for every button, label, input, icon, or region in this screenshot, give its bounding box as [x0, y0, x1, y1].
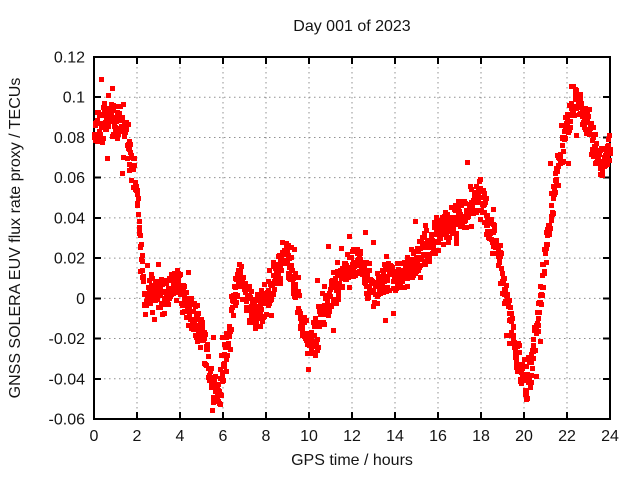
svg-text:20: 20 — [515, 428, 533, 445]
svg-text:0.04: 0.04 — [54, 210, 85, 227]
svg-text:-0.06: -0.06 — [49, 412, 86, 429]
svg-text:22: 22 — [558, 428, 576, 445]
chart-title: Day 001 of 2023 — [293, 18, 411, 35]
svg-text:10: 10 — [300, 428, 318, 445]
svg-text:24: 24 — [601, 428, 619, 445]
svg-text:0: 0 — [90, 428, 99, 445]
svg-text:16: 16 — [429, 428, 447, 445]
svg-text:14: 14 — [386, 428, 404, 445]
svg-text:8: 8 — [262, 428, 271, 445]
svg-text:0.06: 0.06 — [54, 170, 85, 187]
svg-text:-0.04: -0.04 — [49, 371, 86, 388]
svg-text:0.1: 0.1 — [63, 90, 85, 107]
svg-text:0.12: 0.12 — [54, 50, 85, 67]
svg-text:18: 18 — [472, 428, 490, 445]
svg-text:0.02: 0.02 — [54, 251, 85, 268]
svg-text:2: 2 — [133, 428, 142, 445]
data-points — [92, 77, 613, 413]
svg-text:0: 0 — [76, 291, 85, 308]
svg-text:12: 12 — [343, 428, 361, 445]
tick-labels: 0 2 4 6 8 10 12 14 16 18 20 22 24-0.06-0.04-0.0200.0… — [49, 50, 619, 446]
svg-text:6: 6 — [219, 428, 228, 445]
svg-text:-0.02: -0.02 — [49, 331, 86, 348]
x-axis-label: GPS time / hours — [291, 452, 413, 469]
svg-text:4: 4 — [176, 428, 185, 445]
svg-text:0.08: 0.08 — [54, 130, 85, 147]
